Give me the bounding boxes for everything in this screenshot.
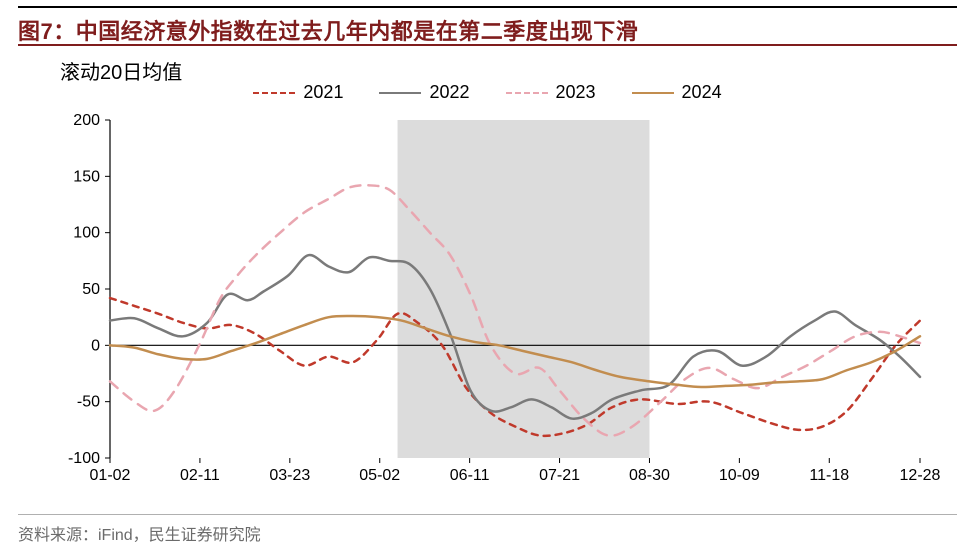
y-tick-label: 50 (82, 281, 100, 298)
legend-swatch-2024 (632, 92, 674, 94)
legend-label-2023: 2023 (556, 82, 596, 103)
y-tick-label: -100 (68, 450, 100, 467)
legend-swatch-2023 (506, 92, 548, 94)
title-underline (18, 44, 957, 46)
x-tick-label: 05-02 (359, 467, 400, 484)
legend-item-2021: 2021 (253, 82, 343, 103)
legend-item-2023: 2023 (506, 82, 596, 103)
figure-title-text: 中国经济意外指数在过去几年内都是在第二季度出现下滑 (76, 19, 639, 44)
figure-title: 图7：中国经济意外指数在过去几年内都是在第二季度出现下滑 (18, 19, 638, 44)
x-tick-label: 02-11 (180, 467, 220, 484)
legend-label-2022: 2022 (429, 82, 469, 103)
x-tick-label: 08-30 (629, 467, 670, 484)
x-tick-label: 07-21 (539, 467, 580, 484)
chart-plot: -100 -50 0 50 100 150 200 01-02 02-11 03-23 05-02 0… (60, 108, 940, 486)
x-tick-label: 10-09 (719, 467, 760, 484)
x-tick-label: 12-28 (900, 467, 940, 484)
title-bar: 图7：中国经济意外指数在过去几年内都是在第二季度出现下滑 (18, 6, 957, 46)
legend-item-2022: 2022 (379, 82, 469, 103)
figure-label-prefix: 图7： (18, 19, 76, 44)
x-tick-label: 11-18 (809, 467, 849, 484)
x-tick-label: 06-11 (450, 467, 490, 484)
y-tick-label: 0 (91, 337, 100, 354)
y-tick-label: 200 (73, 112, 100, 129)
legend-label-2024: 2024 (682, 82, 722, 103)
legend-item-2024: 2024 (632, 82, 722, 103)
source-text: 资料来源：iFind，民生证券研究院 (18, 527, 261, 544)
figure: 图7：中国经济意外指数在过去几年内都是在第二季度出现下滑 滚动20日均值 202… (0, 0, 975, 551)
y-tick-label: 150 (73, 168, 100, 185)
y-tick-label: -50 (77, 394, 100, 411)
legend-label-2021: 2021 (303, 82, 343, 103)
x-tick-label: 01-02 (90, 467, 131, 484)
legend-swatch-2022 (379, 92, 421, 94)
legend-swatch-2021 (253, 92, 295, 94)
source-bar: 资料来源：iFind，民生证券研究院 (18, 514, 957, 545)
x-tick-label: 03-23 (269, 467, 310, 484)
legend: 2021 2022 2023 2024 (0, 82, 975, 103)
chart-subtitle: 滚动20日均值 (60, 56, 182, 85)
y-tick-label: 100 (73, 225, 100, 242)
